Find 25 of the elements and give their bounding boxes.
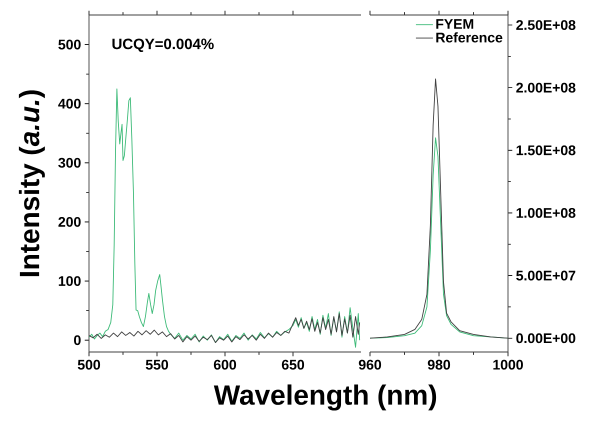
y-tick-label: 300 [58,158,81,168]
y2-tick-label: 2.50E+08 [516,20,576,30]
y2-tick-label: 1.00E+08 [516,208,576,218]
y-tick-label: 100 [58,276,81,286]
y2-tick-label: 1.50E+08 [516,145,576,156]
y2-tick-label: 2.00E+08 [516,82,576,93]
legend-label: Reference [436,32,502,43]
y-axis-title: Intensity (a.u.) [18,90,45,276]
x-tick-label: 500 [78,360,100,370]
line-series [89,88,360,348]
y-tick-label: 400 [58,98,81,109]
y2-tick-label: 0.00E+00 [516,333,576,344]
x-tick-label: 600 [214,360,236,370]
y-tick-label: 200 [58,216,81,227]
legend-label: FYEM [436,19,474,29]
x-tick-label: 980 [428,360,450,370]
x-tick-label: 960 [358,360,382,370]
x-axis-title: Wavelength (nm) [214,384,436,411]
y-tick-label: 0 [74,335,81,346]
y-tick-label: 500 [58,40,81,50]
x-tick-label: 1000 [493,360,523,370]
x-tick-label: 550 [146,360,168,370]
x-tick-label: 650 [282,360,304,370]
y2-tick-label: 5.00E+07 [516,270,576,281]
annotation: UCQY=0.004% [112,38,214,52]
